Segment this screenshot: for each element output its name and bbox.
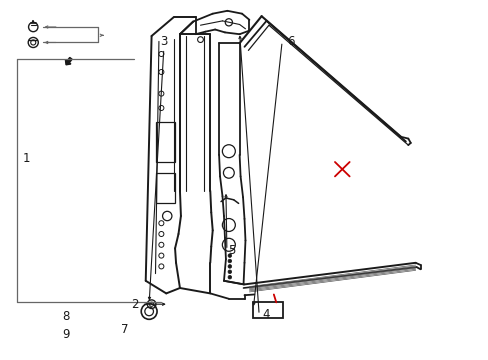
Text: 4: 4 (262, 309, 270, 321)
Text: 2: 2 (130, 298, 138, 311)
Text: 6: 6 (286, 35, 294, 48)
Text: 1: 1 (23, 152, 31, 165)
FancyArrow shape (65, 58, 72, 65)
Circle shape (227, 270, 231, 274)
Circle shape (227, 275, 231, 279)
Bar (155, 173, 175, 203)
Bar (253, 302, 282, 318)
Circle shape (227, 265, 231, 268)
Text: 7: 7 (121, 323, 128, 336)
Bar (155, 122, 175, 162)
Text: 3: 3 (160, 35, 167, 48)
Circle shape (227, 259, 231, 263)
Text: 5: 5 (228, 244, 236, 257)
Text: 9: 9 (62, 328, 70, 341)
Text: 8: 8 (62, 310, 70, 323)
Circle shape (227, 254, 231, 257)
